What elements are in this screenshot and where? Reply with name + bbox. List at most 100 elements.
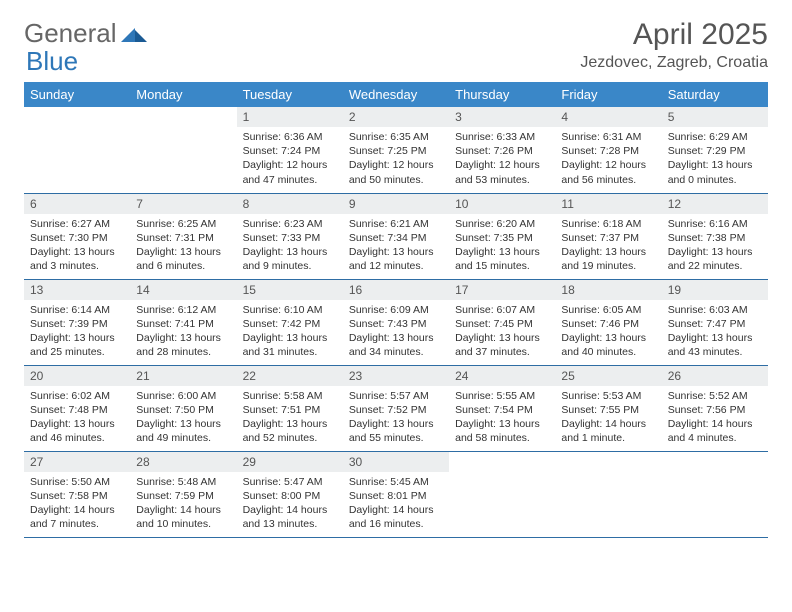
- sunrise-text: Sunrise: 6:21 AM: [349, 217, 443, 231]
- day-number: 17: [449, 280, 555, 300]
- sunset-text: Sunset: 7:56 PM: [668, 403, 762, 417]
- day-number: 6: [24, 194, 130, 214]
- day-body: Sunrise: 6:35 AMSunset: 7:25 PMDaylight:…: [343, 127, 449, 191]
- weekday-header: Monday: [130, 82, 236, 107]
- sunrise-text: Sunrise: 6:20 AM: [455, 217, 549, 231]
- day-number: 15: [237, 280, 343, 300]
- day-body: Sunrise: 6:00 AMSunset: 7:50 PMDaylight:…: [130, 386, 236, 450]
- calendar-cell: 11Sunrise: 6:18 AMSunset: 7:37 PMDayligh…: [555, 193, 661, 279]
- day-body: Sunrise: 6:09 AMSunset: 7:43 PMDaylight:…: [343, 300, 449, 364]
- sunrise-text: Sunrise: 6:29 AM: [668, 130, 762, 144]
- day-body: Sunrise: 6:02 AMSunset: 7:48 PMDaylight:…: [24, 386, 130, 450]
- sunrise-text: Sunrise: 6:23 AM: [243, 217, 337, 231]
- sunrise-text: Sunrise: 6:05 AM: [561, 303, 655, 317]
- sunset-text: Sunset: 8:01 PM: [349, 489, 443, 503]
- sunrise-text: Sunrise: 5:57 AM: [349, 389, 443, 403]
- day-number: 14: [130, 280, 236, 300]
- sunset-text: Sunset: 7:50 PM: [136, 403, 230, 417]
- logo-flag-icon: [121, 18, 147, 49]
- day-body: Sunrise: 6:21 AMSunset: 7:34 PMDaylight:…: [343, 214, 449, 278]
- day-number: 22: [237, 366, 343, 386]
- daylight-text: Daylight: 13 hours and 15 minutes.: [455, 245, 549, 273]
- sunrise-text: Sunrise: 5:50 AM: [30, 475, 124, 489]
- day-number: 21: [130, 366, 236, 386]
- day-number: 1: [237, 107, 343, 127]
- day-body: Sunrise: 5:45 AMSunset: 8:01 PMDaylight:…: [343, 472, 449, 536]
- day-body: Sunrise: 6:31 AMSunset: 7:28 PMDaylight:…: [555, 127, 661, 191]
- day-number: 8: [237, 194, 343, 214]
- day-body: Sunrise: 5:55 AMSunset: 7:54 PMDaylight:…: [449, 386, 555, 450]
- sunrise-text: Sunrise: 6:14 AM: [30, 303, 124, 317]
- calendar-cell: [24, 107, 130, 193]
- calendar-cell: [662, 451, 768, 537]
- day-body: Sunrise: 6:18 AMSunset: 7:37 PMDaylight:…: [555, 214, 661, 278]
- calendar-cell: 26Sunrise: 5:52 AMSunset: 7:56 PMDayligh…: [662, 365, 768, 451]
- calendar-cell: 3Sunrise: 6:33 AMSunset: 7:26 PMDaylight…: [449, 107, 555, 193]
- day-body: Sunrise: 5:52 AMSunset: 7:56 PMDaylight:…: [662, 386, 768, 450]
- day-number: 24: [449, 366, 555, 386]
- month-title: April 2025: [580, 18, 768, 52]
- daylight-text: Daylight: 13 hours and 40 minutes.: [561, 331, 655, 359]
- sunset-text: Sunset: 7:31 PM: [136, 231, 230, 245]
- calendar-cell: [555, 451, 661, 537]
- day-body: Sunrise: 6:29 AMSunset: 7:29 PMDaylight:…: [662, 127, 768, 191]
- sunrise-text: Sunrise: 6:00 AM: [136, 389, 230, 403]
- sunset-text: Sunset: 7:58 PM: [30, 489, 124, 503]
- day-number: 3: [449, 107, 555, 127]
- day-number: 11: [555, 194, 661, 214]
- calendar-cell: 9Sunrise: 6:21 AMSunset: 7:34 PMDaylight…: [343, 193, 449, 279]
- calendar-cell: 20Sunrise: 6:02 AMSunset: 7:48 PMDayligh…: [24, 365, 130, 451]
- day-number: 2: [343, 107, 449, 127]
- daylight-text: Daylight: 12 hours and 56 minutes.: [561, 158, 655, 186]
- sunrise-text: Sunrise: 6:16 AM: [668, 217, 762, 231]
- calendar-cell: 17Sunrise: 6:07 AMSunset: 7:45 PMDayligh…: [449, 279, 555, 365]
- day-body: Sunrise: 5:47 AMSunset: 8:00 PMDaylight:…: [237, 472, 343, 536]
- day-body: Sunrise: 6:33 AMSunset: 7:26 PMDaylight:…: [449, 127, 555, 191]
- daylight-text: Daylight: 12 hours and 53 minutes.: [455, 158, 549, 186]
- daylight-text: Daylight: 13 hours and 3 minutes.: [30, 245, 124, 273]
- calendar-cell: 1Sunrise: 6:36 AMSunset: 7:24 PMDaylight…: [237, 107, 343, 193]
- day-number: 13: [24, 280, 130, 300]
- calendar-cell: 7Sunrise: 6:25 AMSunset: 7:31 PMDaylight…: [130, 193, 236, 279]
- sunset-text: Sunset: 7:28 PM: [561, 144, 655, 158]
- sunrise-text: Sunrise: 5:53 AM: [561, 389, 655, 403]
- sunrise-text: Sunrise: 6:02 AM: [30, 389, 124, 403]
- calendar-cell: 19Sunrise: 6:03 AMSunset: 7:47 PMDayligh…: [662, 279, 768, 365]
- day-body: Sunrise: 5:53 AMSunset: 7:55 PMDaylight:…: [555, 386, 661, 450]
- sunrise-text: Sunrise: 5:55 AM: [455, 389, 549, 403]
- sunset-text: Sunset: 7:38 PM: [668, 231, 762, 245]
- calendar-cell: 22Sunrise: 5:58 AMSunset: 7:51 PMDayligh…: [237, 365, 343, 451]
- sunrise-text: Sunrise: 6:18 AM: [561, 217, 655, 231]
- logo-text-2: Blue: [26, 46, 78, 77]
- calendar-cell: 23 Sunrise: 5:57 AMSunset: 7:52 PMDayligh…: [343, 365, 449, 451]
- daylight-text: Daylight: 13 hours and 12 minutes.: [349, 245, 443, 273]
- day-body: Sunrise: 6:03 AMSunset: 7:47 PMDaylight:…: [662, 300, 768, 364]
- sunrise-text: Sunrise: 6:07 AM: [455, 303, 549, 317]
- calendar-cell: 6Sunrise: 6:27 AMSunset: 7:30 PMDaylight…: [24, 193, 130, 279]
- day-body: Sunrise: 6:14 AMSunset: 7:39 PMDaylight:…: [24, 300, 130, 364]
- daylight-text: Daylight: 13 hours and 37 minutes.: [455, 331, 549, 359]
- calendar-cell: 24Sunrise: 5:55 AMSunset: 7:54 PMDayligh…: [449, 365, 555, 451]
- calendar-row: 20Sunrise: 6:02 AMSunset: 7:48 PMDayligh…: [24, 365, 768, 451]
- calendar-cell: [130, 107, 236, 193]
- weekday-header: Sunday: [24, 82, 130, 107]
- daylight-text: Daylight: 13 hours and 28 minutes.: [136, 331, 230, 359]
- day-body: Sunrise: 6:12 AMSunset: 7:41 PMDaylight:…: [130, 300, 236, 364]
- daylight-text: Daylight: 13 hours and 0 minutes.: [668, 158, 762, 186]
- day-number: 23: [343, 366, 449, 386]
- sunset-text: Sunset: 7:52 PM: [349, 403, 443, 417]
- day-number: 5: [662, 107, 768, 127]
- sunset-text: Sunset: 7:29 PM: [668, 144, 762, 158]
- daylight-text: Daylight: 14 hours and 13 minutes.: [243, 503, 337, 531]
- weekday-header-row: Sunday Monday Tuesday Wednesday Thursday…: [24, 82, 768, 107]
- header: General April 2025 Jezdovec, Zagreb, Cro…: [24, 18, 768, 72]
- calendar-cell: 28Sunrise: 5:48 AMSunset: 7:59 PMDayligh…: [130, 451, 236, 537]
- sunrise-text: Sunrise: 6:12 AM: [136, 303, 230, 317]
- calendar-row: 27Sunrise: 5:50 AMSunset: 7:58 PMDayligh…: [24, 451, 768, 537]
- calendar-cell: 4Sunrise: 6:31 AMSunset: 7:28 PMDaylight…: [555, 107, 661, 193]
- day-number: 7: [130, 194, 236, 214]
- weekday-header: Friday: [555, 82, 661, 107]
- daylight-text: Daylight: 13 hours and 31 minutes.: [243, 331, 337, 359]
- daylight-text: Daylight: 13 hours and 55 minutes.: [349, 417, 443, 445]
- logo: General: [24, 18, 149, 49]
